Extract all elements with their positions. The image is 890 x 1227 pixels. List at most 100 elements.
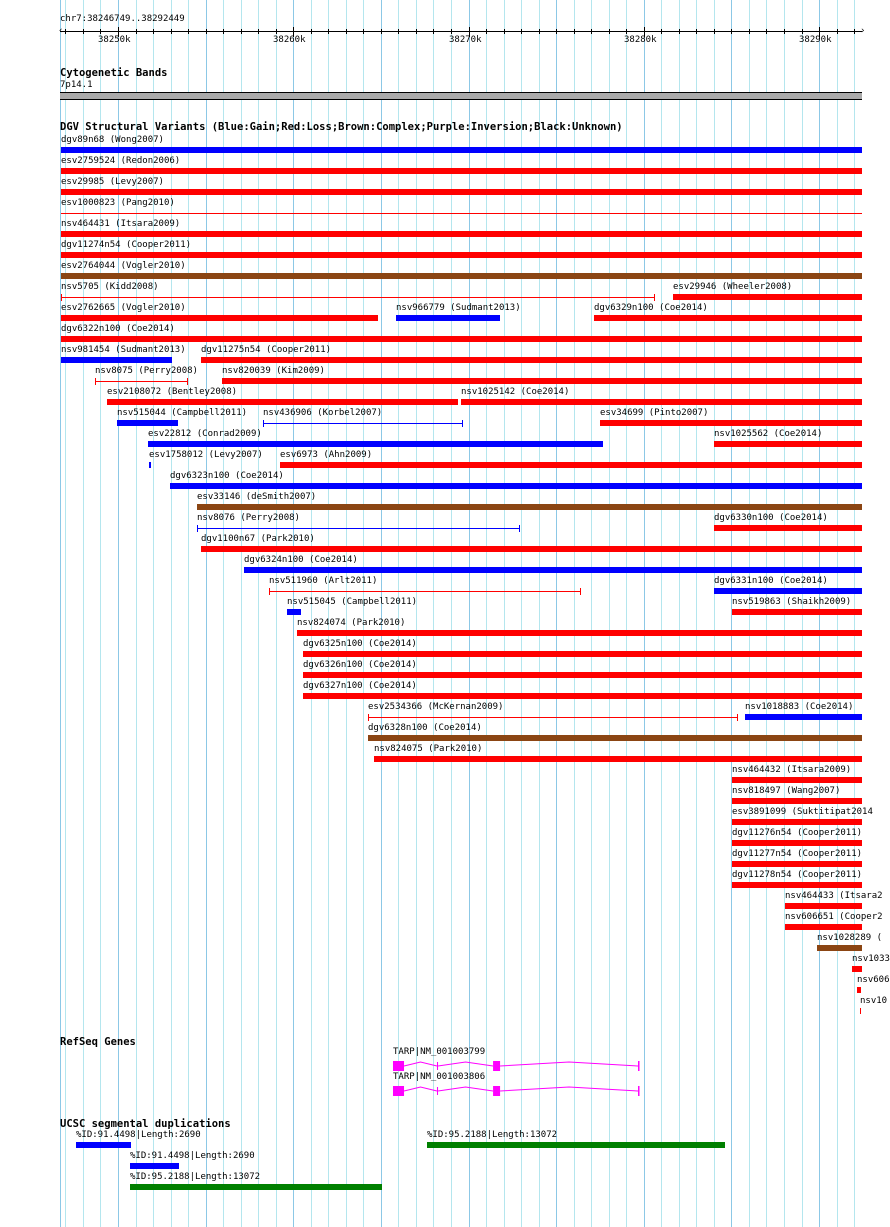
sv-label: dgv11274n54 (Cooper2011) — [61, 240, 192, 250]
sv-cap — [263, 420, 264, 427]
cyto-band-bar[interactable] — [60, 92, 862, 100]
sv-label: dgv6323n100 (Coe2014) — [170, 471, 284, 481]
sv-line[interactable] — [263, 423, 463, 424]
gridline — [83, 0, 84, 1227]
ruler-tick — [188, 29, 189, 34]
sv-bar[interactable] — [170, 483, 862, 489]
sv-label: nsv511960 (Arlt2011) — [269, 576, 378, 586]
sv-bar[interactable] — [148, 441, 603, 447]
sv-bar[interactable] — [107, 399, 458, 405]
sv-bar[interactable] — [61, 336, 862, 342]
sv-bar[interactable] — [61, 273, 862, 279]
ruler-tick — [766, 29, 767, 34]
sv-bar[interactable] — [244, 567, 862, 573]
sv-bar[interactable] — [61, 231, 862, 237]
segdup-bar[interactable] — [130, 1163, 179, 1169]
sv-bar[interactable] — [817, 945, 862, 951]
gridline — [433, 0, 434, 1227]
sv-bar[interactable] — [785, 924, 862, 930]
sv-bar[interactable] — [297, 630, 862, 636]
ruler-tick-label: 38290k — [799, 35, 832, 45]
sv-line[interactable] — [197, 528, 520, 529]
sv-bar[interactable] — [222, 378, 862, 384]
sv-bar[interactable] — [714, 588, 862, 594]
sv-bar[interactable] — [600, 420, 862, 426]
sv-bar[interactable] — [714, 525, 862, 531]
sv-bar[interactable] — [303, 693, 862, 699]
sv-bar[interactable] — [61, 357, 172, 363]
ruler-right-arrow-icon[interactable]: › — [860, 26, 866, 36]
gene-label: TARP|NM_001003799 — [393, 1047, 486, 1057]
gridline — [223, 0, 224, 1227]
ruler-left-arrow-icon[interactable]: ‹ — [58, 26, 64, 36]
sv-label: nsv1033 — [852, 954, 890, 964]
sv-bar[interactable] — [732, 798, 862, 804]
ruler-tick — [258, 29, 259, 34]
sv-bar[interactable] — [461, 399, 862, 405]
sv-line[interactable] — [269, 591, 581, 592]
sv-bar[interactable] — [201, 546, 862, 552]
exon-block — [436, 1087, 439, 1095]
segdup-label: %ID:91.4498|Length:2690 — [76, 1130, 201, 1140]
gridline — [171, 0, 172, 1227]
ruler-tick — [696, 29, 697, 34]
gridline — [65, 0, 66, 1227]
sv-bar[interactable] — [303, 651, 862, 657]
sv-bar[interactable] — [732, 861, 862, 867]
sv-label: dgv6330n100 (Coe2014) — [714, 513, 828, 523]
sv-bar[interactable] — [61, 189, 862, 195]
sv-bar[interactable] — [732, 777, 862, 783]
sv-bar[interactable] — [860, 1008, 861, 1014]
sv-bar[interactable] — [594, 315, 862, 321]
sv-bar[interactable] — [714, 441, 862, 447]
ruler-tick — [311, 29, 312, 34]
sv-bar[interactable] — [61, 315, 378, 321]
sv-label: nsv8075 (Perry2008) — [95, 366, 198, 376]
sv-bar[interactable] — [732, 609, 862, 615]
segdup-bar[interactable] — [76, 1142, 131, 1148]
gene-end-cap — [638, 1086, 640, 1096]
ruler-tick — [661, 29, 662, 34]
gridline — [363, 0, 364, 1227]
sv-label: esv1000823 (Pang2010) — [61, 198, 175, 208]
sv-bar[interactable] — [303, 672, 862, 678]
sv-bar[interactable] — [732, 882, 862, 888]
ruler-tick — [819, 27, 820, 37]
sv-bar[interactable] — [287, 609, 301, 615]
ruler-tick-label: 38250k — [98, 35, 131, 45]
sv-label: esv6973 (Ahn2009) — [280, 450, 373, 460]
sv-bar[interactable] — [61, 168, 862, 174]
sv-bar[interactable] — [374, 756, 862, 762]
sv-bar[interactable] — [673, 294, 862, 300]
sv-line[interactable] — [61, 297, 655, 298]
sv-line[interactable] — [95, 381, 188, 382]
sv-bar[interactable] — [785, 903, 862, 909]
sv-bar[interactable] — [149, 462, 151, 468]
sv-bar[interactable] — [732, 819, 862, 825]
ruler-tick — [644, 27, 645, 37]
segdup-bar[interactable] — [130, 1184, 382, 1190]
sv-label: dgv6328n100 (Coe2014) — [368, 723, 482, 733]
sv-bar[interactable] — [396, 315, 500, 321]
sv-bar[interactable] — [732, 840, 862, 846]
sv-label: esv1758012 (Levy2007) — [149, 450, 263, 460]
sv-bar[interactable] — [857, 987, 861, 993]
sv-line[interactable] — [61, 213, 862, 214]
sv-bar[interactable] — [197, 504, 862, 510]
sv-bar[interactable] — [280, 462, 862, 468]
gridline — [276, 0, 277, 1227]
sv-line[interactable] — [368, 717, 738, 718]
sv-bar[interactable] — [61, 252, 862, 258]
gene-model[interactable] — [0, 1081, 890, 1101]
segdup-bar[interactable] — [427, 1142, 725, 1148]
sv-bar[interactable] — [117, 420, 178, 426]
sv-cap — [519, 525, 520, 532]
sv-bar[interactable] — [61, 147, 862, 153]
sv-bar[interactable] — [368, 735, 862, 741]
gene-model[interactable] — [0, 1056, 890, 1076]
sv-label: dgv11276n54 (Cooper2011) — [732, 828, 863, 838]
sv-cap — [368, 714, 369, 721]
sv-bar[interactable] — [745, 714, 862, 720]
sv-bar[interactable] — [201, 357, 862, 363]
sv-bar[interactable] — [852, 966, 862, 972]
